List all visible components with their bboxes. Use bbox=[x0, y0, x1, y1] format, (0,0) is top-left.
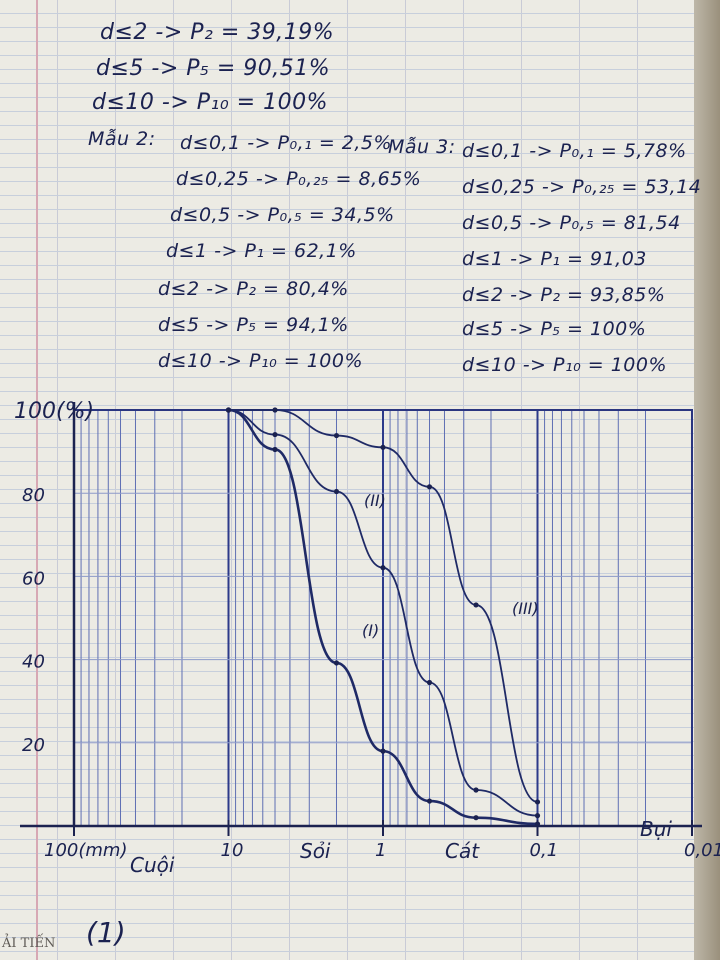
x-tick-label: 1 bbox=[375, 840, 386, 861]
zone-label: Bụi bbox=[640, 817, 672, 841]
sample-2-line-4: d≤1 -> P₁ = 62,1% bbox=[166, 240, 357, 262]
sample-2-line-2: d≤0,25 -> P₀,₂₅ = 8,65% bbox=[176, 168, 422, 190]
data-point bbox=[333, 488, 340, 495]
sample-2-line-5: d≤2 -> P₂ = 80,4% bbox=[158, 278, 349, 300]
series-label-3: (III) bbox=[512, 599, 539, 618]
data-point bbox=[473, 787, 479, 793]
data-point bbox=[473, 602, 479, 608]
y-tick-label: 80 bbox=[22, 485, 45, 506]
x-tick-label: 0,01 bbox=[684, 840, 720, 861]
data-point bbox=[272, 446, 278, 453]
x-tick-label: 100(mm) bbox=[44, 840, 127, 861]
sample-3-label: Mẫu 3: bbox=[388, 136, 456, 158]
zone-label: Sỏi bbox=[300, 839, 331, 863]
data-point bbox=[272, 407, 278, 413]
chart-grid bbox=[74, 410, 693, 826]
zone-label: Cuội bbox=[130, 853, 175, 877]
y-tick-label: 40 bbox=[22, 652, 45, 673]
chart-axes bbox=[20, 402, 702, 836]
data-point bbox=[426, 798, 433, 804]
y-tick-label: 20 bbox=[22, 735, 45, 756]
data-point bbox=[426, 679, 433, 686]
sample-3-line-2: d≤0,25 -> P₀,₂₅ = 53,14 bbox=[462, 176, 702, 198]
data-point bbox=[473, 815, 479, 821]
chart-series bbox=[225, 407, 541, 827]
series-label-1: (I) bbox=[362, 621, 379, 640]
data-point bbox=[380, 748, 386, 754]
sample-3-line-4: d≤1 -> P₁ = 91,03 bbox=[462, 248, 647, 270]
data-point bbox=[380, 565, 386, 571]
notebook-cover-edge bbox=[694, 0, 720, 960]
series-label-2: (II) bbox=[364, 491, 386, 510]
data-point bbox=[534, 813, 541, 819]
data-point bbox=[534, 821, 541, 827]
sample-3-line-3: d≤0,5 -> P₀,₅ = 81,54 bbox=[462, 212, 681, 234]
x-tick-label: 10 bbox=[221, 840, 244, 861]
data-point bbox=[380, 444, 386, 450]
chart-labels: 100(%) 80 60 40 20 100(mm) 10 1 0,1 0,01 Cuội Sỏi Cá… bbox=[14, 399, 720, 877]
figure-label: (1) bbox=[86, 916, 126, 949]
note-line-2: d≤5 -> P₅ = 90,51% bbox=[96, 56, 331, 81]
sample-3-line-5: d≤2 -> P₂ = 93,85% bbox=[462, 284, 666, 306]
margin-line bbox=[36, 0, 38, 960]
y-axis-label: 100(%) bbox=[14, 399, 94, 424]
sample-2-line-3: d≤0,5 -> P₀,₅ = 34,5% bbox=[170, 204, 395, 226]
sample-2-label: Mẫu 2: bbox=[88, 128, 156, 150]
zone-label: Cát bbox=[445, 839, 480, 863]
data-point bbox=[333, 432, 340, 439]
note-line-1: d≤2 -> P₂ = 39,19% bbox=[100, 20, 335, 45]
data-point bbox=[534, 799, 541, 805]
sample-2-line-7: d≤10 -> P₁₀ = 100% bbox=[158, 350, 364, 372]
y-tick-label: 60 bbox=[22, 568, 45, 589]
data-point bbox=[333, 660, 340, 666]
data-point bbox=[225, 407, 232, 413]
notebook-brand: ẢI TIẾN bbox=[2, 936, 56, 951]
note-line-3: d≤10 -> P₁₀ = 100% bbox=[92, 90, 328, 115]
x-tick-label: 0,1 bbox=[530, 840, 559, 861]
sample-3-line-7: d≤10 -> P₁₀ = 100% bbox=[462, 354, 668, 376]
sample-2-line-1: d≤0,1 -> P₀,₁ = 2,5% bbox=[180, 132, 393, 154]
data-point bbox=[272, 431, 278, 438]
sample-2-line-6: d≤5 -> P₅ = 94,1% bbox=[158, 314, 349, 336]
sample-3-line-1: d≤0,1 -> P₀,₁ = 5,78% bbox=[462, 140, 687, 162]
series-line-3 bbox=[228, 409, 538, 803]
data-point bbox=[426, 484, 433, 490]
sample-3-line-6: d≤5 -> P₅ = 100% bbox=[462, 318, 647, 340]
